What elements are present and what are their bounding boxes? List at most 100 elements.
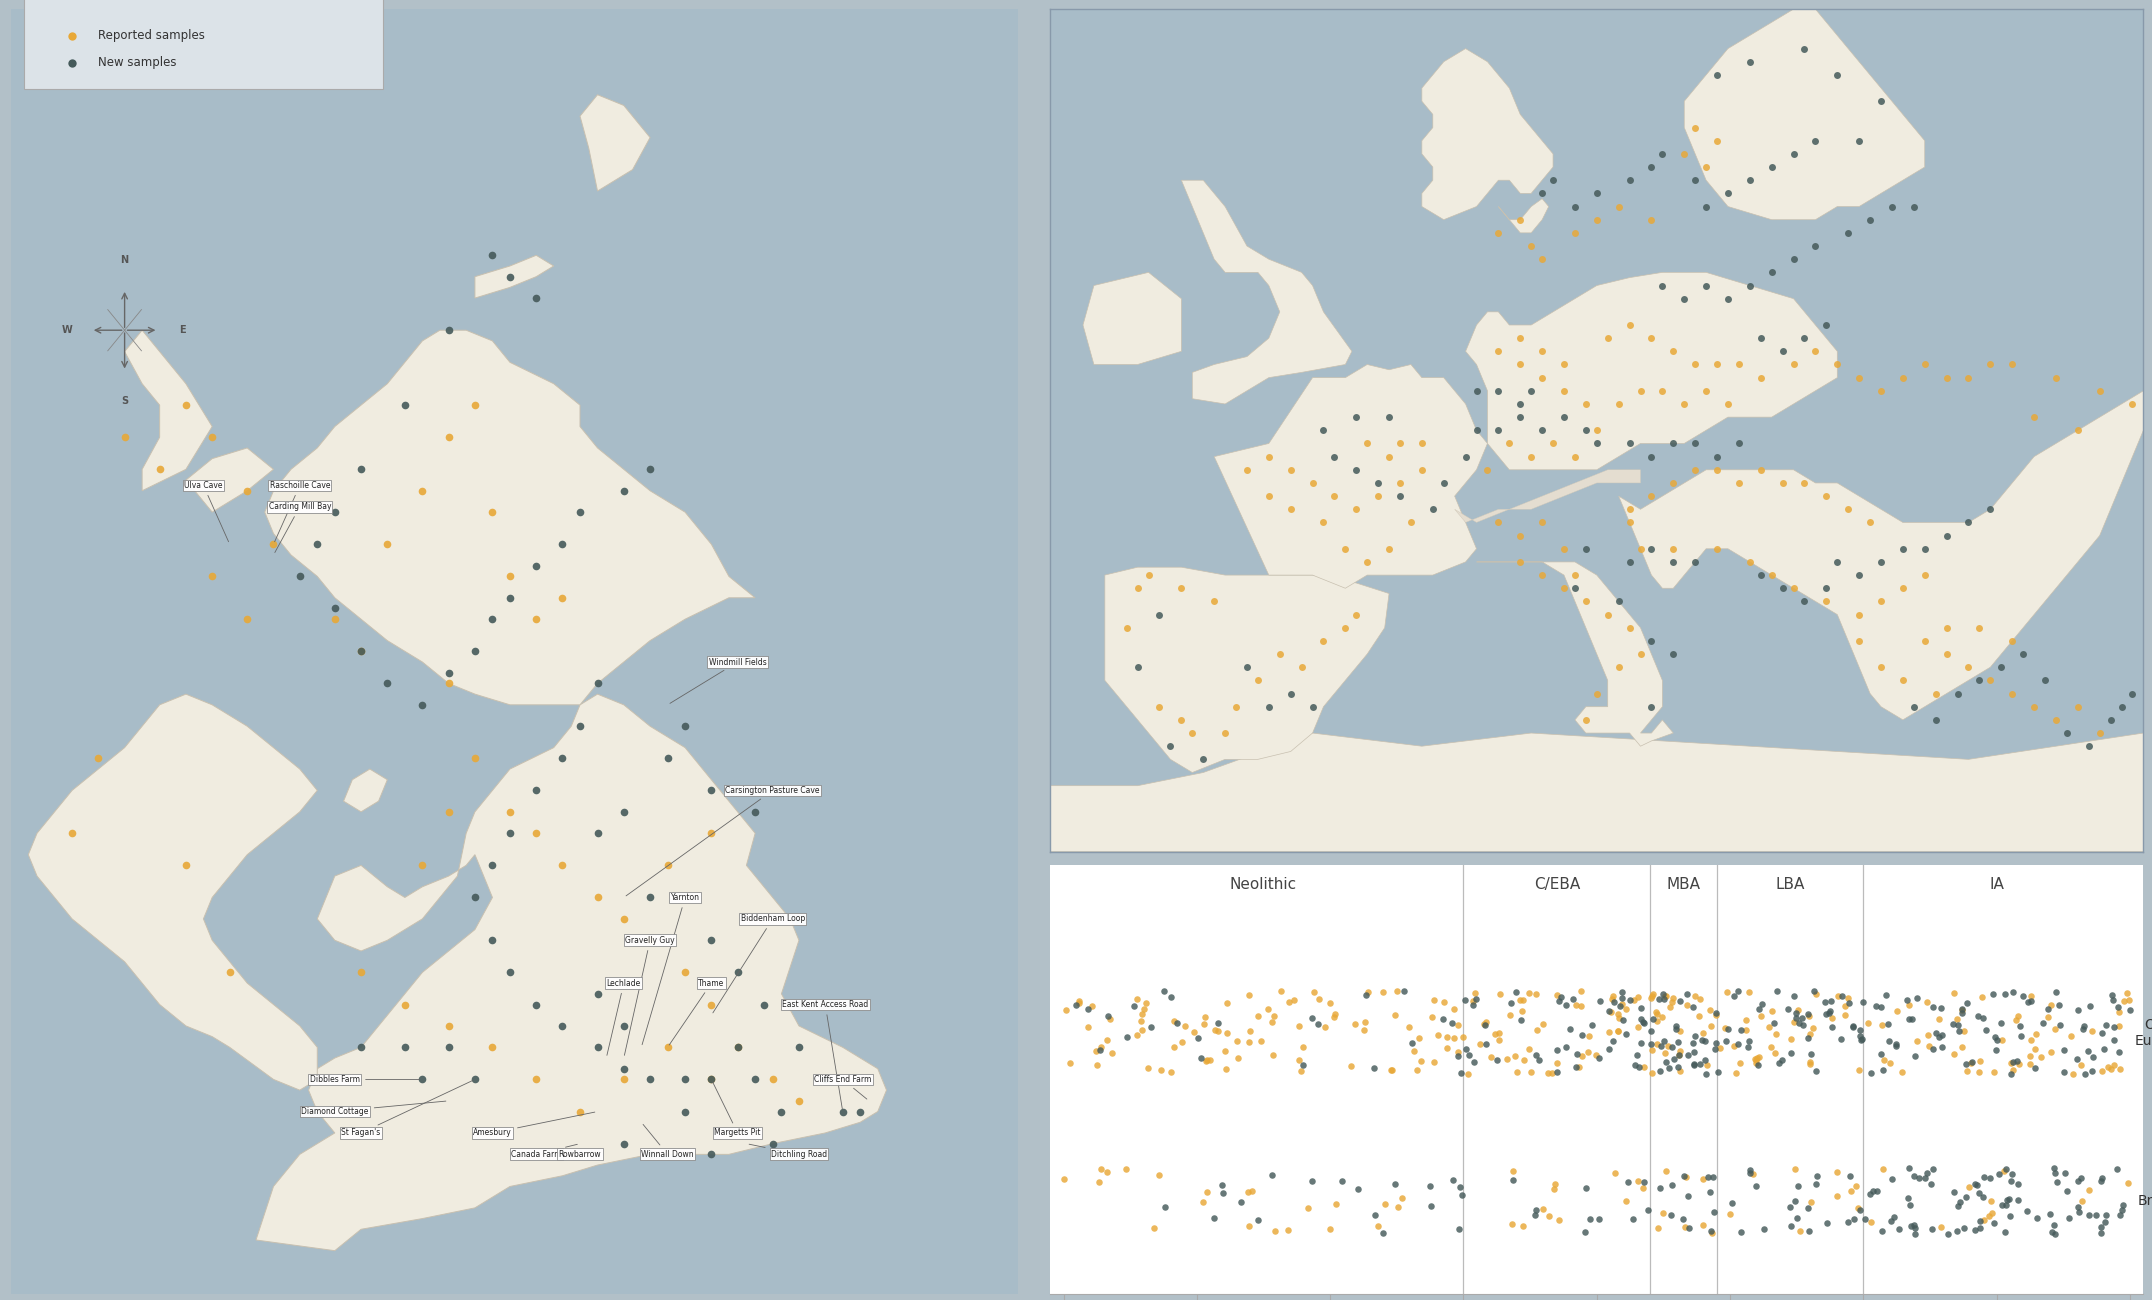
Polygon shape	[1498, 199, 1549, 233]
Point	[1655, 1174, 1689, 1195]
Polygon shape	[1455, 469, 1640, 523]
Point	[1642, 989, 1676, 1010]
Point	[2100, 997, 2135, 1018]
Point	[1885, 1061, 1920, 1082]
Point	[1085, 1037, 1119, 1058]
Point	[1186, 1014, 1220, 1035]
Point	[1620, 1171, 1655, 1192]
Point	[1595, 1031, 1629, 1052]
Point	[1125, 998, 1160, 1019]
Point	[1922, 1009, 1956, 1030]
Point	[1582, 1209, 1616, 1230]
Point	[1859, 996, 1894, 1017]
Polygon shape	[256, 694, 887, 1251]
Point	[1526, 1199, 1560, 1219]
Point	[1633, 1063, 1668, 1084]
Point	[2098, 1054, 2133, 1075]
Point	[2075, 1020, 2109, 1041]
Point	[1498, 1045, 1532, 1066]
Point	[1799, 1174, 1834, 1195]
Point	[1444, 1063, 1478, 1084]
Point	[1384, 1188, 1418, 1209]
Point	[1061, 992, 1095, 1013]
Point	[1530, 1062, 1565, 1083]
Point	[1694, 1221, 1728, 1241]
Point	[1636, 1039, 1670, 1060]
Point	[1125, 1019, 1160, 1040]
Point	[2001, 1054, 2036, 1075]
Point	[1296, 982, 1330, 1002]
Point	[1048, 1169, 1082, 1190]
Polygon shape	[581, 95, 650, 191]
Point	[1993, 1063, 2027, 1084]
Point	[2001, 1190, 2036, 1210]
Point	[1644, 1006, 1679, 1027]
Point	[2038, 1019, 2072, 1040]
Point	[1379, 980, 1414, 1001]
Point	[1838, 1209, 1872, 1230]
Point	[1250, 998, 1285, 1019]
Point	[1242, 1210, 1276, 1231]
Point	[2062, 1170, 2096, 1191]
Point	[1567, 1222, 1601, 1243]
Point	[1799, 983, 1834, 1004]
Point	[1496, 1214, 1530, 1235]
Point	[1347, 1019, 1382, 1040]
Point	[2096, 989, 2130, 1010]
Point	[1478, 1023, 1513, 1044]
Point	[1358, 1057, 1392, 1078]
Point	[2090, 1015, 2124, 1036]
Point	[1653, 1057, 1687, 1078]
Text: Ulva Cave: Ulva Cave	[185, 481, 228, 542]
Point	[2096, 1030, 2130, 1050]
Point	[2085, 1217, 2120, 1238]
Point	[1724, 1053, 1758, 1074]
Point	[1782, 1000, 1816, 1021]
Point	[2034, 1204, 2068, 1225]
Point	[2036, 1157, 2070, 1178]
Point	[1431, 1037, 1466, 1058]
Text: E: E	[179, 325, 185, 335]
Point	[1821, 1161, 1855, 1182]
Point	[1506, 1049, 1541, 1070]
Point	[1724, 1020, 1758, 1041]
Point	[1209, 993, 1244, 1014]
Point	[1442, 1218, 1476, 1239]
Point	[1599, 1162, 1633, 1183]
Point	[1661, 1044, 1696, 1065]
Point	[1519, 1199, 1554, 1219]
Point	[1786, 1014, 1821, 1035]
Point	[1838, 1175, 1872, 1196]
Point	[1242, 1006, 1276, 1027]
Point	[1937, 1044, 1971, 1065]
Point	[1894, 1009, 1928, 1030]
Point	[1685, 1216, 1719, 1236]
Point	[1661, 1044, 1696, 1065]
Point	[1758, 1024, 1793, 1045]
Point	[1773, 1028, 1808, 1049]
Text: Dibbles Farm: Dibbles Farm	[310, 1075, 420, 1084]
Point	[1924, 1036, 1958, 1057]
Point	[1698, 1202, 1732, 1223]
Point	[2051, 1208, 2085, 1228]
Point	[1954, 1052, 1988, 1072]
Point	[1156, 1010, 1190, 1031]
Point	[1272, 1219, 1306, 1240]
Point	[1186, 1191, 1220, 1212]
Point	[1493, 1005, 1528, 1026]
Point	[1517, 1204, 1552, 1225]
Point	[2040, 1171, 2075, 1192]
Text: Cliffs End Farm: Cliffs End Farm	[813, 1075, 872, 1098]
Point	[1554, 1018, 1588, 1039]
Point	[1386, 980, 1420, 1001]
Point	[1500, 982, 1534, 1002]
Point	[1864, 1221, 1898, 1241]
Point	[1976, 984, 2010, 1005]
Point	[1562, 1056, 1597, 1076]
Point	[1627, 1171, 1661, 1192]
Point	[1879, 1036, 1913, 1057]
Point	[2077, 1046, 2111, 1067]
Point	[1648, 1052, 1683, 1072]
Point	[1453, 1045, 1487, 1066]
Point	[2031, 1006, 2066, 1027]
